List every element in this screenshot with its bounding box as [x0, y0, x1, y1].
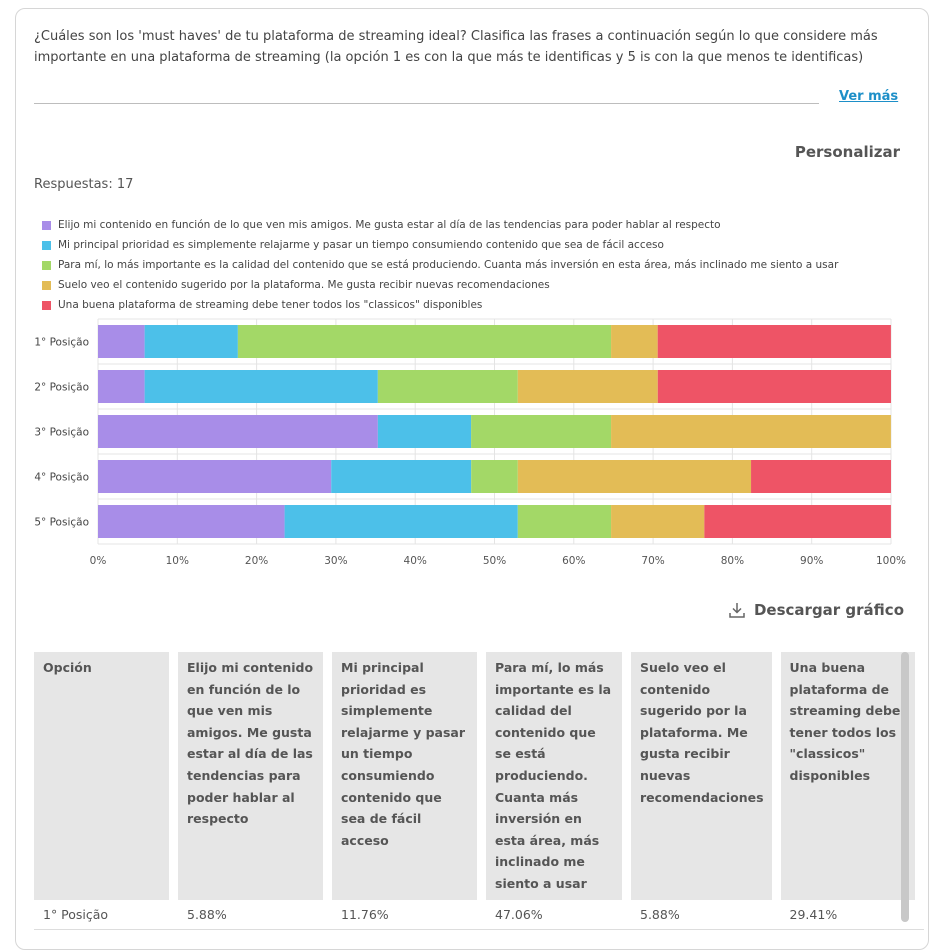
table-scrollbar[interactable] — [901, 652, 909, 922]
bar-segment — [611, 505, 705, 538]
bar-segment — [751, 460, 891, 493]
legend-item[interactable]: Elijo mi contenido en función de lo que … — [42, 215, 838, 235]
table-header: Para mí, lo más importante es la calidad… — [486, 652, 631, 900]
table-header: Una buena plataforma de streaming debe t… — [780, 652, 924, 900]
table-cell: 5.88% — [631, 900, 781, 930]
bar-segment — [98, 370, 145, 403]
legend-item[interactable]: Para mí, lo más importante es la calidad… — [42, 255, 838, 275]
category-label: 3° Posição — [34, 427, 89, 439]
x-tick-label: 40% — [404, 555, 427, 567]
legend-label: Para mí, lo más importante es la calidad… — [58, 259, 839, 271]
category-label: 5° Posição — [34, 517, 89, 529]
bar-segment — [471, 460, 518, 493]
ver-mas-link[interactable]: Ver más — [839, 89, 899, 104]
bar-segment — [517, 505, 612, 538]
bar-segment — [704, 505, 891, 538]
download-chart-button[interactable]: Descargar gráfico — [728, 601, 904, 619]
table-header-row: Opción Elijo mi contenido en función de … — [34, 652, 924, 900]
x-tick-label: 60% — [562, 555, 585, 567]
legend-swatch — [42, 300, 51, 310]
x-tick-label: 20% — [245, 555, 268, 567]
legend-swatch — [42, 280, 51, 290]
bar-segment — [144, 370, 378, 403]
table-cell: 11.76% — [332, 900, 486, 930]
x-tick-label: 100% — [876, 555, 906, 567]
bar-segment — [517, 460, 752, 493]
personalizar-button[interactable]: Personalizar — [794, 143, 900, 161]
download-icon — [729, 603, 745, 618]
bar-segment — [611, 415, 891, 448]
bar-segment — [284, 505, 518, 538]
legend-swatch — [42, 260, 51, 270]
x-tick-label: 90% — [800, 555, 823, 567]
bar-segment — [98, 460, 332, 493]
bar-segment — [657, 370, 891, 403]
chart-legend: Elijo mi contenido en función de lo que … — [42, 215, 838, 315]
stacked-bar-chart: 1° Posição 2° Posição 3° Posição 4° Posição… — [34, 318, 906, 567]
legend-item[interactable]: Mi principal prioridad es simplemente re… — [42, 235, 838, 255]
row-label: 1° Posição — [34, 900, 178, 930]
legend-label: Elijo mi contenido en función de lo que … — [58, 219, 721, 231]
bar-segment — [517, 370, 658, 403]
category-label: 1° Posição — [34, 337, 89, 349]
table-header: Suelo veo el contenido sugerido por la p… — [631, 652, 781, 900]
table-header: Elijo mi contenido en función de lo que … — [178, 652, 332, 900]
x-tick-label: 30% — [324, 555, 347, 567]
legend-item[interactable]: Suelo veo el contenido sugerido por la p… — [42, 275, 838, 295]
bar-segment — [144, 325, 238, 358]
x-tick-label: 10% — [166, 555, 189, 567]
bar-segment — [331, 460, 472, 493]
bar-segment — [611, 325, 658, 358]
bar-segment — [377, 370, 518, 403]
table-header: Mi principal prioridad es simplemente re… — [332, 652, 486, 900]
legend-label: Suelo veo el contenido sugerido por la p… — [58, 279, 550, 291]
x-tick-label: 70% — [641, 555, 664, 567]
bar-segment — [471, 415, 612, 448]
x-tick-label: 80% — [721, 555, 744, 567]
download-label: Descargar gráfico — [753, 601, 904, 619]
results-table: Opción Elijo mi contenido en función de … — [34, 652, 924, 930]
bar-segment — [237, 325, 612, 358]
x-tick-label: 0% — [90, 555, 107, 567]
bar-segment — [657, 325, 891, 358]
table-row: 1° Posição 5.88% 11.76% 47.06% 5.88% 29.… — [34, 900, 924, 930]
legend-swatch — [42, 240, 51, 250]
table-cell: 5.88% — [178, 900, 332, 930]
question-divider — [34, 103, 819, 104]
legend-label: Mi principal prioridad es simplemente re… — [58, 239, 664, 251]
category-label: 2° Posição — [34, 382, 89, 394]
response-count: Respuestas: 17 — [34, 177, 134, 192]
category-label: 4° Posição — [34, 472, 89, 484]
bar-segment — [377, 415, 472, 448]
bar-segment — [98, 415, 378, 448]
table-cell: 47.06% — [486, 900, 631, 930]
bar-segment — [98, 505, 285, 538]
bar-segment — [98, 325, 145, 358]
legend-item[interactable]: Una buena plataforma de streaming debe t… — [42, 295, 838, 315]
x-tick-label: 50% — [483, 555, 506, 567]
table-header-option: Opción — [34, 652, 178, 900]
legend-swatch — [42, 220, 51, 230]
legend-label: Una buena plataforma de streaming debe t… — [58, 299, 483, 311]
question-text: ¿Cuáles son los 'must haves' de tu plata… — [34, 29, 878, 65]
